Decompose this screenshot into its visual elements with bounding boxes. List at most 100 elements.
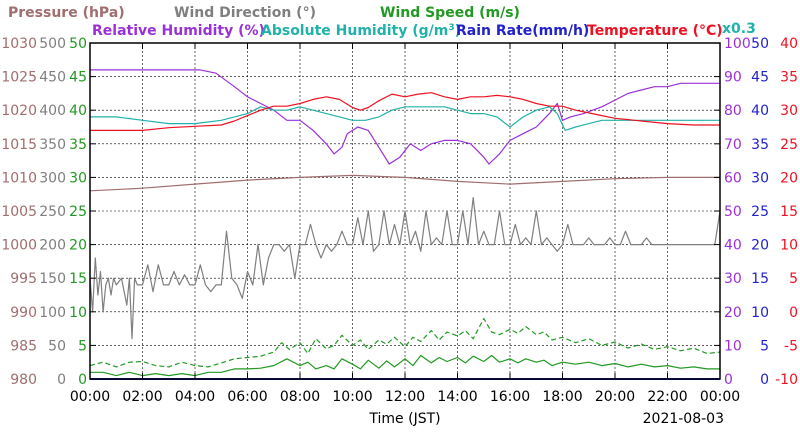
grid (90, 43, 720, 379)
y-tick-label-wind-speed: 45 (69, 70, 87, 86)
x-tick-label: 20:00 (595, 389, 635, 405)
y-tick-label-humidity: 10 (724, 338, 742, 354)
y-tick-label-wind-direction: 250 (39, 204, 66, 220)
y-tick-label-humidity: 0 (724, 372, 733, 388)
y-tick-label-pressure: 1005 (1, 204, 37, 220)
y-tick-label-humidity: 20 (724, 305, 742, 321)
series-wind-direction (89, 197, 721, 340)
legend-rain-rate: Rain Rate(mm/h) (456, 23, 589, 39)
x-tick-label: 02:00 (122, 389, 162, 405)
series-relative-humidity (90, 69, 720, 165)
x-tick-label: 12:00 (385, 389, 425, 405)
x-tick-label: 00:00 (70, 389, 110, 405)
y-tick-label-pressure: 990 (10, 305, 37, 321)
y-tick-label-wind-direction: 150 (39, 271, 66, 287)
y-tick-label-pressure: 1000 (1, 238, 37, 254)
y-tick-label-wind-direction: 300 (39, 170, 66, 186)
y-tick-label-rain-rate: 50 (751, 36, 769, 52)
y-tick-label-temperature: 0 (789, 305, 798, 321)
y-tick-label-humidity: 40 (724, 238, 742, 254)
y-tick-label-wind-direction: 100 (39, 305, 66, 321)
y-tick-label-humidity: 80 (724, 103, 742, 119)
x-tick-label: 08:00 (280, 389, 320, 405)
y-tick-label-pressure: 1010 (1, 170, 37, 186)
y-tick-label-wind-speed: 30 (69, 170, 87, 186)
y-tick-label-temperature: -10 (775, 372, 798, 388)
x-axis-label: Time (JST) (368, 411, 440, 427)
y-tick-label-wind-direction: 400 (39, 103, 66, 119)
y-tick-label-rain-rate: 5 (760, 338, 769, 354)
x-tick-label: 10:00 (332, 389, 372, 405)
y-tick-label-wind-speed: 35 (69, 137, 87, 153)
legend-pressure: Pressure (hPa) (8, 5, 125, 21)
y-tick-label-wind-direction: 50 (48, 338, 66, 354)
y-tick-label-temperature: 5 (789, 271, 798, 287)
y-tick-label-pressure: 995 (10, 271, 37, 287)
series-wind-speed-m-s-gust (89, 317, 721, 368)
series-temperature-c (90, 92, 720, 131)
y-tick-label-humidity: 90 (724, 70, 742, 86)
y-tick-label-rain-rate: 40 (751, 103, 769, 119)
y-tick-label-wind-direction: 450 (39, 70, 66, 86)
legend-relative-humidity: Relative Humidity (%) (92, 23, 265, 39)
y-tick-label-wind-speed: 20 (69, 238, 87, 254)
y-tick-label-rain-rate: 15 (751, 271, 769, 287)
y-tick-label-temperature: 20 (780, 170, 798, 186)
y-tick-label-rain-rate: 35 (751, 137, 769, 153)
y-tick-label-rain-rate: 30 (751, 170, 769, 186)
y-tick-label-pressure: 1020 (1, 103, 37, 119)
rain-scale-label: x0.3 (722, 21, 756, 37)
y-tick-label-wind-speed: 10 (69, 305, 87, 321)
x-tick-label: 16:00 (490, 389, 530, 405)
date-label: 2021-08-03 (643, 411, 724, 427)
y-tick-label-wind-direction: 0 (57, 372, 66, 388)
y-tick-label-rain-rate: 20 (751, 238, 769, 254)
y-tick-label-humidity: 70 (724, 137, 742, 153)
y-tick-label-rain-rate: 45 (751, 70, 769, 86)
y-tick-label-wind-direction: 350 (39, 137, 66, 153)
legend-wind-speed: Wind Speed (m/s) (380, 5, 520, 21)
y-tick-label-wind-speed: 0 (78, 372, 87, 388)
y-tick-label-temperature: 35 (780, 70, 798, 86)
legend-absolute-humidity-text: Absolute Humidity (g/m (261, 23, 448, 39)
y-tick-label-temperature: 25 (780, 137, 798, 153)
y-tick-label-temperature: 30 (780, 103, 798, 119)
y-tick-label-humidity: 30 (724, 271, 742, 287)
y-tick-label-humidity: 50 (724, 204, 742, 220)
y-tick-label-temperature: -5 (784, 338, 798, 354)
y-tick-label-wind-direction: 500 (39, 36, 66, 52)
legend-absolute-humidity: Absolute Humidity (g/m3) (261, 23, 461, 39)
x-tick-label: 04:00 (175, 389, 215, 405)
y-tick-label-rain-rate: 25 (751, 204, 769, 220)
series-pressure-hpa (89, 174, 720, 192)
y-tick-label-pressure: 985 (10, 338, 37, 354)
y-tick-label-rain-rate: 10 (751, 305, 769, 321)
y-tick-label-pressure: 1015 (1, 137, 37, 153)
x-tick-label: 06:00 (227, 389, 267, 405)
y-tick-label-temperature: 10 (780, 238, 798, 254)
legend-absolute-humidity-sup: 3 (448, 23, 454, 33)
x-tick-label: 14:00 (437, 389, 477, 405)
legend-absolute-humidity-close: ) (455, 23, 461, 39)
y-tick-label-wind-speed: 25 (69, 204, 87, 220)
x-tick-label: 18:00 (542, 389, 582, 405)
y-tick-label-temperature: 15 (780, 204, 798, 220)
x-tick-label: 22:00 (647, 389, 687, 405)
y-tick-label-wind-speed: 40 (69, 103, 87, 119)
chart-legend: Pressure (hPa) Wind Direction (°) Wind S… (8, 5, 756, 39)
y-tick-label-wind-speed: 5 (78, 338, 87, 354)
x-tick-label: 00:00 (700, 389, 740, 405)
legend-temperature: Temperature (°C) (587, 23, 723, 39)
y-tick-label-wind-speed: 50 (69, 36, 87, 52)
y-tick-label-rain-rate: 0 (760, 372, 769, 388)
y-tick-label-wind-direction: 200 (39, 238, 66, 254)
y-tick-label-temperature: 40 (780, 36, 798, 52)
y-tick-label-humidity: 100 (724, 36, 751, 52)
y-tick-label-pressure: 1025 (1, 70, 37, 86)
series-absolute-humidity-g-m3 (90, 106, 720, 131)
y-tick-label-pressure: 1030 (1, 36, 37, 52)
axes-ticks: 00:00 02:00 04:00 06:00 08:00 10:00 12:00 14:00… (1, 36, 798, 405)
series-wind-speed-m-s-mean (90, 354, 720, 377)
y-tick-label-humidity: 60 (724, 170, 742, 186)
